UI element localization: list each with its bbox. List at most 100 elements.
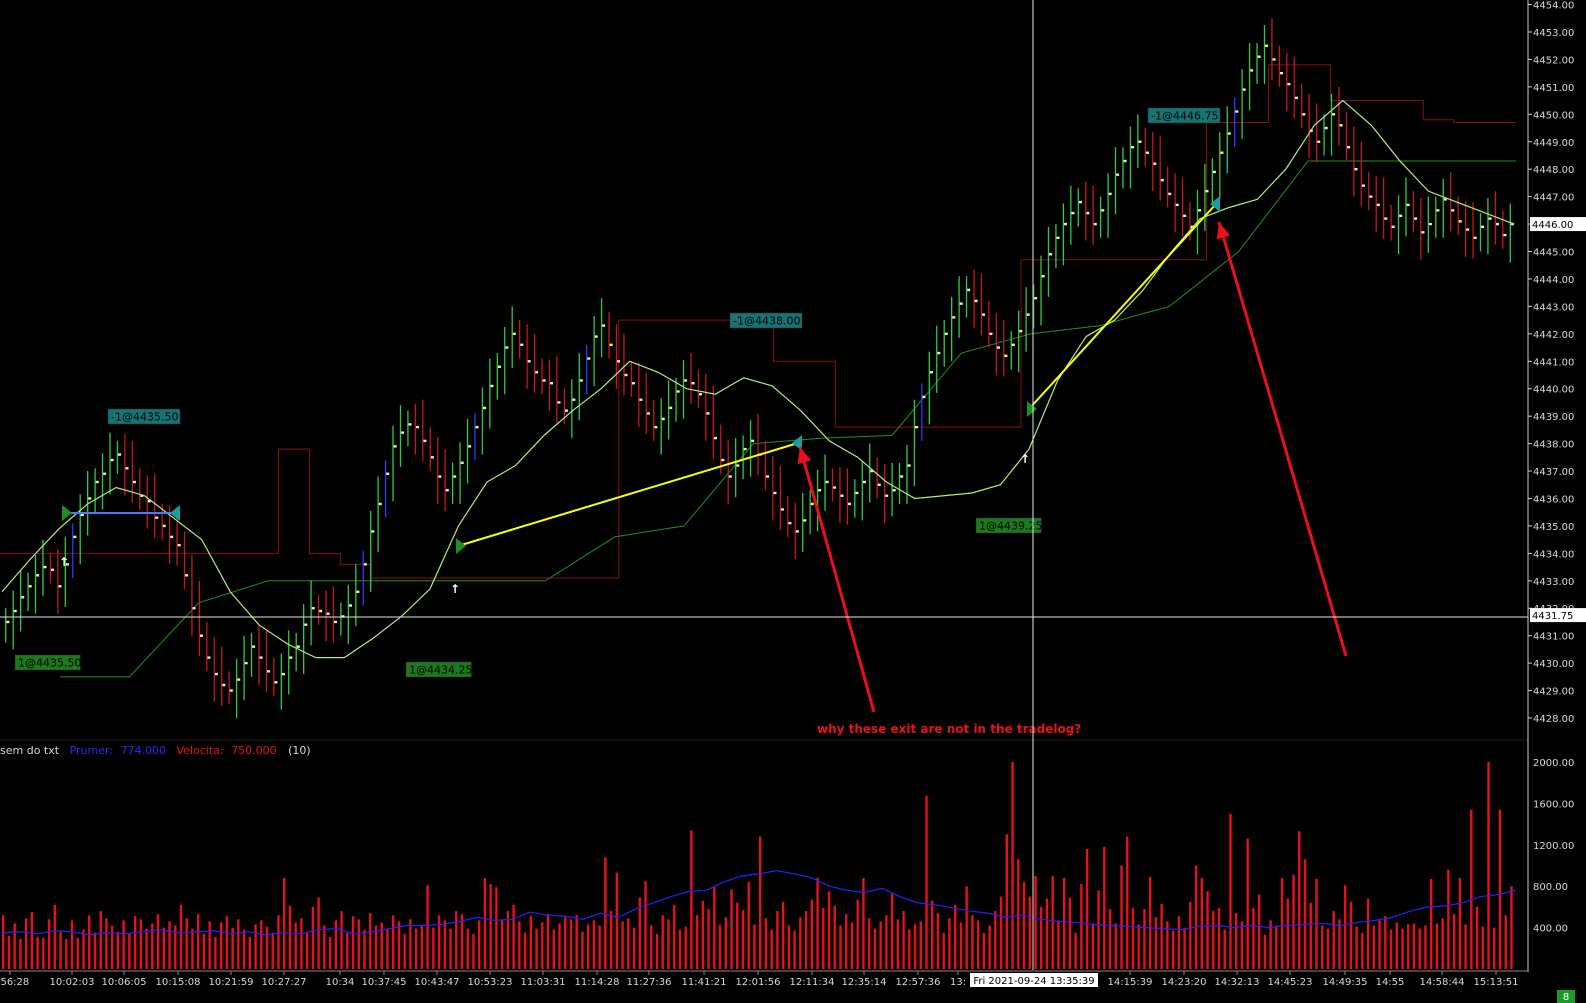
price-bar: [1077, 188, 1082, 227]
price-bar: [749, 420, 755, 477]
volume-bar: [1343, 885, 1347, 969]
volume-bar: [678, 929, 682, 969]
volume-bar: [1309, 902, 1312, 969]
volume-bar: [1200, 877, 1203, 969]
price-tick-label: 4449.00: [1533, 138, 1574, 149]
volume-bar: [311, 906, 315, 969]
price-bar: [854, 479, 859, 518]
time-tick-label: 12:01:56: [736, 977, 781, 988]
volume-bar: [105, 918, 108, 969]
price-bar: [57, 549, 62, 614]
price-bar: [1055, 224, 1060, 268]
volume-bar: [374, 925, 378, 969]
price-bar: [362, 550, 367, 606]
price-bar: [980, 273, 986, 336]
volume-average-path: [1, 870, 1517, 936]
price-bar: [1144, 128, 1149, 167]
price-bar: [347, 584, 352, 644]
volume-bar: [99, 911, 102, 969]
indicator-period: (10): [288, 744, 311, 757]
annotation-layer: why these exit are not in the tradelog?: [797, 221, 1348, 736]
price-bar: [831, 468, 837, 502]
volume-bar: [1234, 913, 1238, 969]
price-bar: [1248, 42, 1254, 111]
volume-bar: [1447, 869, 1450, 969]
volume-bar: [988, 925, 991, 969]
price-axis[interactable]: 4454.00 4453.00 4452.00 4451.00 4450.00 4449.…: [1527, 0, 1586, 972]
price-tick-label: 4448.00: [1533, 165, 1574, 176]
price-bar: [1360, 141, 1365, 207]
price-bar: [101, 453, 107, 510]
crosshair-price-label-text: 4431.75: [1532, 611, 1573, 622]
volume-bar: [564, 917, 567, 969]
volume-bar: [1217, 907, 1221, 969]
volume-bar: [890, 893, 894, 969]
price-bar: [1152, 132, 1157, 192]
price-bar: [288, 630, 293, 695]
volume-bar: [1229, 813, 1232, 969]
volume-bar: [1062, 877, 1066, 969]
volume-bar: [592, 920, 596, 969]
volume-bar: [959, 922, 963, 969]
volume-bar: [466, 928, 469, 969]
price-bar: [451, 462, 457, 504]
price-bar: [235, 659, 241, 718]
time-tick-label: 14:58:44: [1420, 977, 1465, 988]
volume-bar: [162, 927, 165, 969]
price-bar: [772, 455, 777, 521]
volume-bar: [1435, 923, 1439, 969]
volume-pane[interactable]: [1, 762, 1517, 969]
price-bar: [519, 320, 524, 359]
price-bar: [504, 326, 509, 395]
volume-bar: [615, 872, 619, 969]
volume-bar: [1464, 924, 1467, 969]
price-bar: [951, 296, 956, 362]
price-bar: [965, 276, 971, 318]
volume-bar: [1005, 834, 1008, 969]
price-bar: [19, 569, 25, 632]
volume-bar: [776, 911, 779, 969]
time-tick-label: 10:21:59: [209, 977, 254, 988]
price-bar: [370, 510, 375, 592]
price-bar: [414, 403, 419, 455]
volume-bar: [369, 913, 372, 969]
price-bar: [913, 399, 919, 487]
volume-bar: [1017, 859, 1020, 969]
volume-bar: [1424, 925, 1427, 969]
volume-bar: [718, 924, 722, 969]
volume-bar: [655, 933, 659, 969]
time-axis[interactable]: 9:56:28 10:02:03 10:06:05 10:15:08 10:21:59 1…: [0, 970, 1528, 988]
volume-bar: [913, 924, 917, 969]
price-pane[interactable]: ↑ ↑ ↑ 1@4435.50 -1@4435.50 1@4434.25 -1@4438.0…: [0, 18, 1516, 718]
volume-bar: [420, 925, 424, 969]
price-bar: [1047, 226, 1053, 297]
volume-bar: [7, 935, 11, 969]
price-bar: [794, 502, 799, 559]
prumer-label: Prumer:: [70, 744, 113, 757]
volume-bar: [793, 930, 796, 969]
volume-axis[interactable]: 2000.00 1600.00 1200.00 800.00 400.00: [1533, 758, 1574, 935]
volume-bar: [208, 921, 211, 969]
volume-bar: [1263, 934, 1267, 969]
price-tick-label: 4444.00: [1533, 275, 1574, 286]
price-bar: [1085, 181, 1090, 241]
volume-bar: [271, 932, 274, 969]
price-bar: [1442, 178, 1447, 238]
time-tick-label: 14:49:35: [1323, 977, 1368, 988]
time-tick-label: 12:57:36: [896, 977, 941, 988]
price-bar: [437, 436, 442, 504]
time-tick-label: 10:02:03: [50, 977, 95, 988]
exit-marker: [170, 505, 180, 521]
volume-bar: [1372, 925, 1376, 969]
volume-bar: [397, 921, 401, 969]
volume-bar: [1298, 831, 1301, 969]
price-bands: [0, 64, 1516, 678]
volume-bar: [552, 929, 555, 969]
volume-bar: [1206, 891, 1209, 969]
volume-bar: [65, 938, 68, 969]
volume-bar: [1407, 924, 1410, 969]
volume-bar: [1303, 859, 1307, 969]
price-bar: [1271, 18, 1276, 81]
price-bar: [1189, 202, 1194, 241]
status-badge-text: 8: [1563, 992, 1569, 1003]
